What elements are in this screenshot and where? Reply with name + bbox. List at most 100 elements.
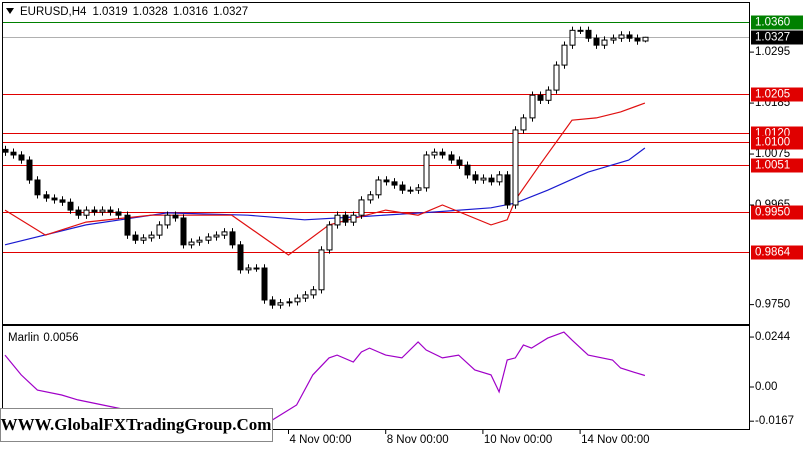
candle-body xyxy=(448,154,455,161)
candle-body xyxy=(391,181,398,186)
candle-body xyxy=(196,239,203,243)
candle-body xyxy=(261,267,268,301)
level-label-box xyxy=(751,245,803,260)
level-label: 1.0100 xyxy=(755,137,790,149)
candle-body xyxy=(350,214,357,223)
chart-header: EURUSD,H4 1.0319 1.0328 1.0316 1.0327 xyxy=(20,6,248,18)
level-label: 0.9864 xyxy=(755,247,791,259)
level-label-box xyxy=(751,158,803,173)
candle-body xyxy=(148,234,155,239)
level-label-box xyxy=(751,205,803,220)
x-tick-label: 4 Nov 00:00 xyxy=(290,434,352,446)
candle-body xyxy=(213,234,220,238)
candle-body xyxy=(375,179,382,196)
candle-body xyxy=(156,224,163,236)
candle-body xyxy=(229,231,236,246)
candle-body xyxy=(456,159,463,166)
candle-body xyxy=(43,194,50,199)
candle-body xyxy=(164,214,171,226)
candle-body xyxy=(10,151,17,156)
candle-body xyxy=(545,89,552,101)
candle-body xyxy=(358,199,365,216)
candle-body xyxy=(601,39,608,46)
level-label: 1.0051 xyxy=(755,160,790,172)
open-value: 1.0319 xyxy=(92,6,127,18)
candle-body xyxy=(439,151,446,156)
candle-body xyxy=(172,214,179,219)
candle-body xyxy=(399,184,406,191)
candle-body xyxy=(415,187,422,191)
candle-body xyxy=(269,299,276,306)
candle-body xyxy=(342,214,349,223)
marks: 1.02951.01851.00750.99650.97501.03601.02… xyxy=(2,15,803,446)
candle-body xyxy=(221,231,228,236)
candle-body xyxy=(585,29,592,39)
level-label-box xyxy=(751,87,803,102)
candle-body xyxy=(472,174,479,181)
menu-triangle xyxy=(6,8,14,14)
candle-body xyxy=(18,154,25,161)
low-value: 1.0316 xyxy=(173,6,208,18)
line-series xyxy=(4,102,646,256)
candle-body xyxy=(277,302,284,306)
watermark-box xyxy=(0,408,273,442)
candle-body xyxy=(367,194,374,201)
candle-body xyxy=(512,129,519,206)
indicator-value: 0.0056 xyxy=(43,332,78,344)
candle-body xyxy=(642,36,649,42)
candle-body xyxy=(302,294,309,299)
candle-body xyxy=(593,37,600,46)
candle-body xyxy=(91,209,98,213)
candle-body xyxy=(75,209,82,216)
candle-body xyxy=(318,249,325,291)
level-label: 0.9950 xyxy=(755,207,790,219)
candle-body xyxy=(610,37,617,41)
y-tick-label: -0.0167 xyxy=(755,415,794,427)
candle-body xyxy=(26,159,33,181)
y-tick-label: 0.00 xyxy=(755,381,777,393)
candle-body xyxy=(488,177,495,183)
current-price-label: 1.0327 xyxy=(755,32,790,44)
indicator-name: Marlin xyxy=(8,332,39,344)
candle-body xyxy=(561,44,568,66)
candle-body xyxy=(124,214,131,236)
overlay: WWW.GlobalFXTradingGroup.Com xyxy=(0,408,273,442)
candle-body xyxy=(537,94,544,101)
candle-body xyxy=(529,94,536,119)
candle-body xyxy=(188,241,195,246)
candle-body xyxy=(83,209,90,216)
candle-body xyxy=(245,267,252,271)
candle-body xyxy=(569,29,576,46)
watermark: WWW.GlobalFXTradingGroup.Com xyxy=(1,415,272,434)
candle-body xyxy=(504,174,511,206)
close-value: 1.0327 xyxy=(213,6,248,18)
candle-body xyxy=(626,34,633,39)
level-label: 1.0205 xyxy=(755,89,790,101)
candle-body xyxy=(496,174,503,183)
indicator-pane-frame xyxy=(2,325,750,430)
candle-body xyxy=(618,34,625,39)
candle-body xyxy=(310,289,317,296)
candle-body xyxy=(423,154,430,189)
candle-body xyxy=(132,234,139,241)
candle-body xyxy=(334,214,341,226)
candle-body xyxy=(553,64,560,91)
candle-body xyxy=(520,117,527,131)
candle-body xyxy=(107,209,114,213)
candle-body xyxy=(577,29,584,32)
candle-body xyxy=(634,37,641,42)
candle-body xyxy=(383,179,390,183)
candle-body xyxy=(294,297,301,303)
candle-body xyxy=(205,236,212,241)
y-tick-label: 1.0295 xyxy=(755,46,790,58)
candle-body xyxy=(326,224,333,251)
y-tick-label: 0.9750 xyxy=(755,299,790,311)
y-tick-label: 1.0075 xyxy=(755,148,790,160)
candle-body xyxy=(51,197,58,201)
x-tick-label: 14 Nov 00:00 xyxy=(581,434,649,446)
candle-body xyxy=(407,189,414,192)
candle-body xyxy=(180,217,187,246)
level-label-box xyxy=(751,135,803,150)
